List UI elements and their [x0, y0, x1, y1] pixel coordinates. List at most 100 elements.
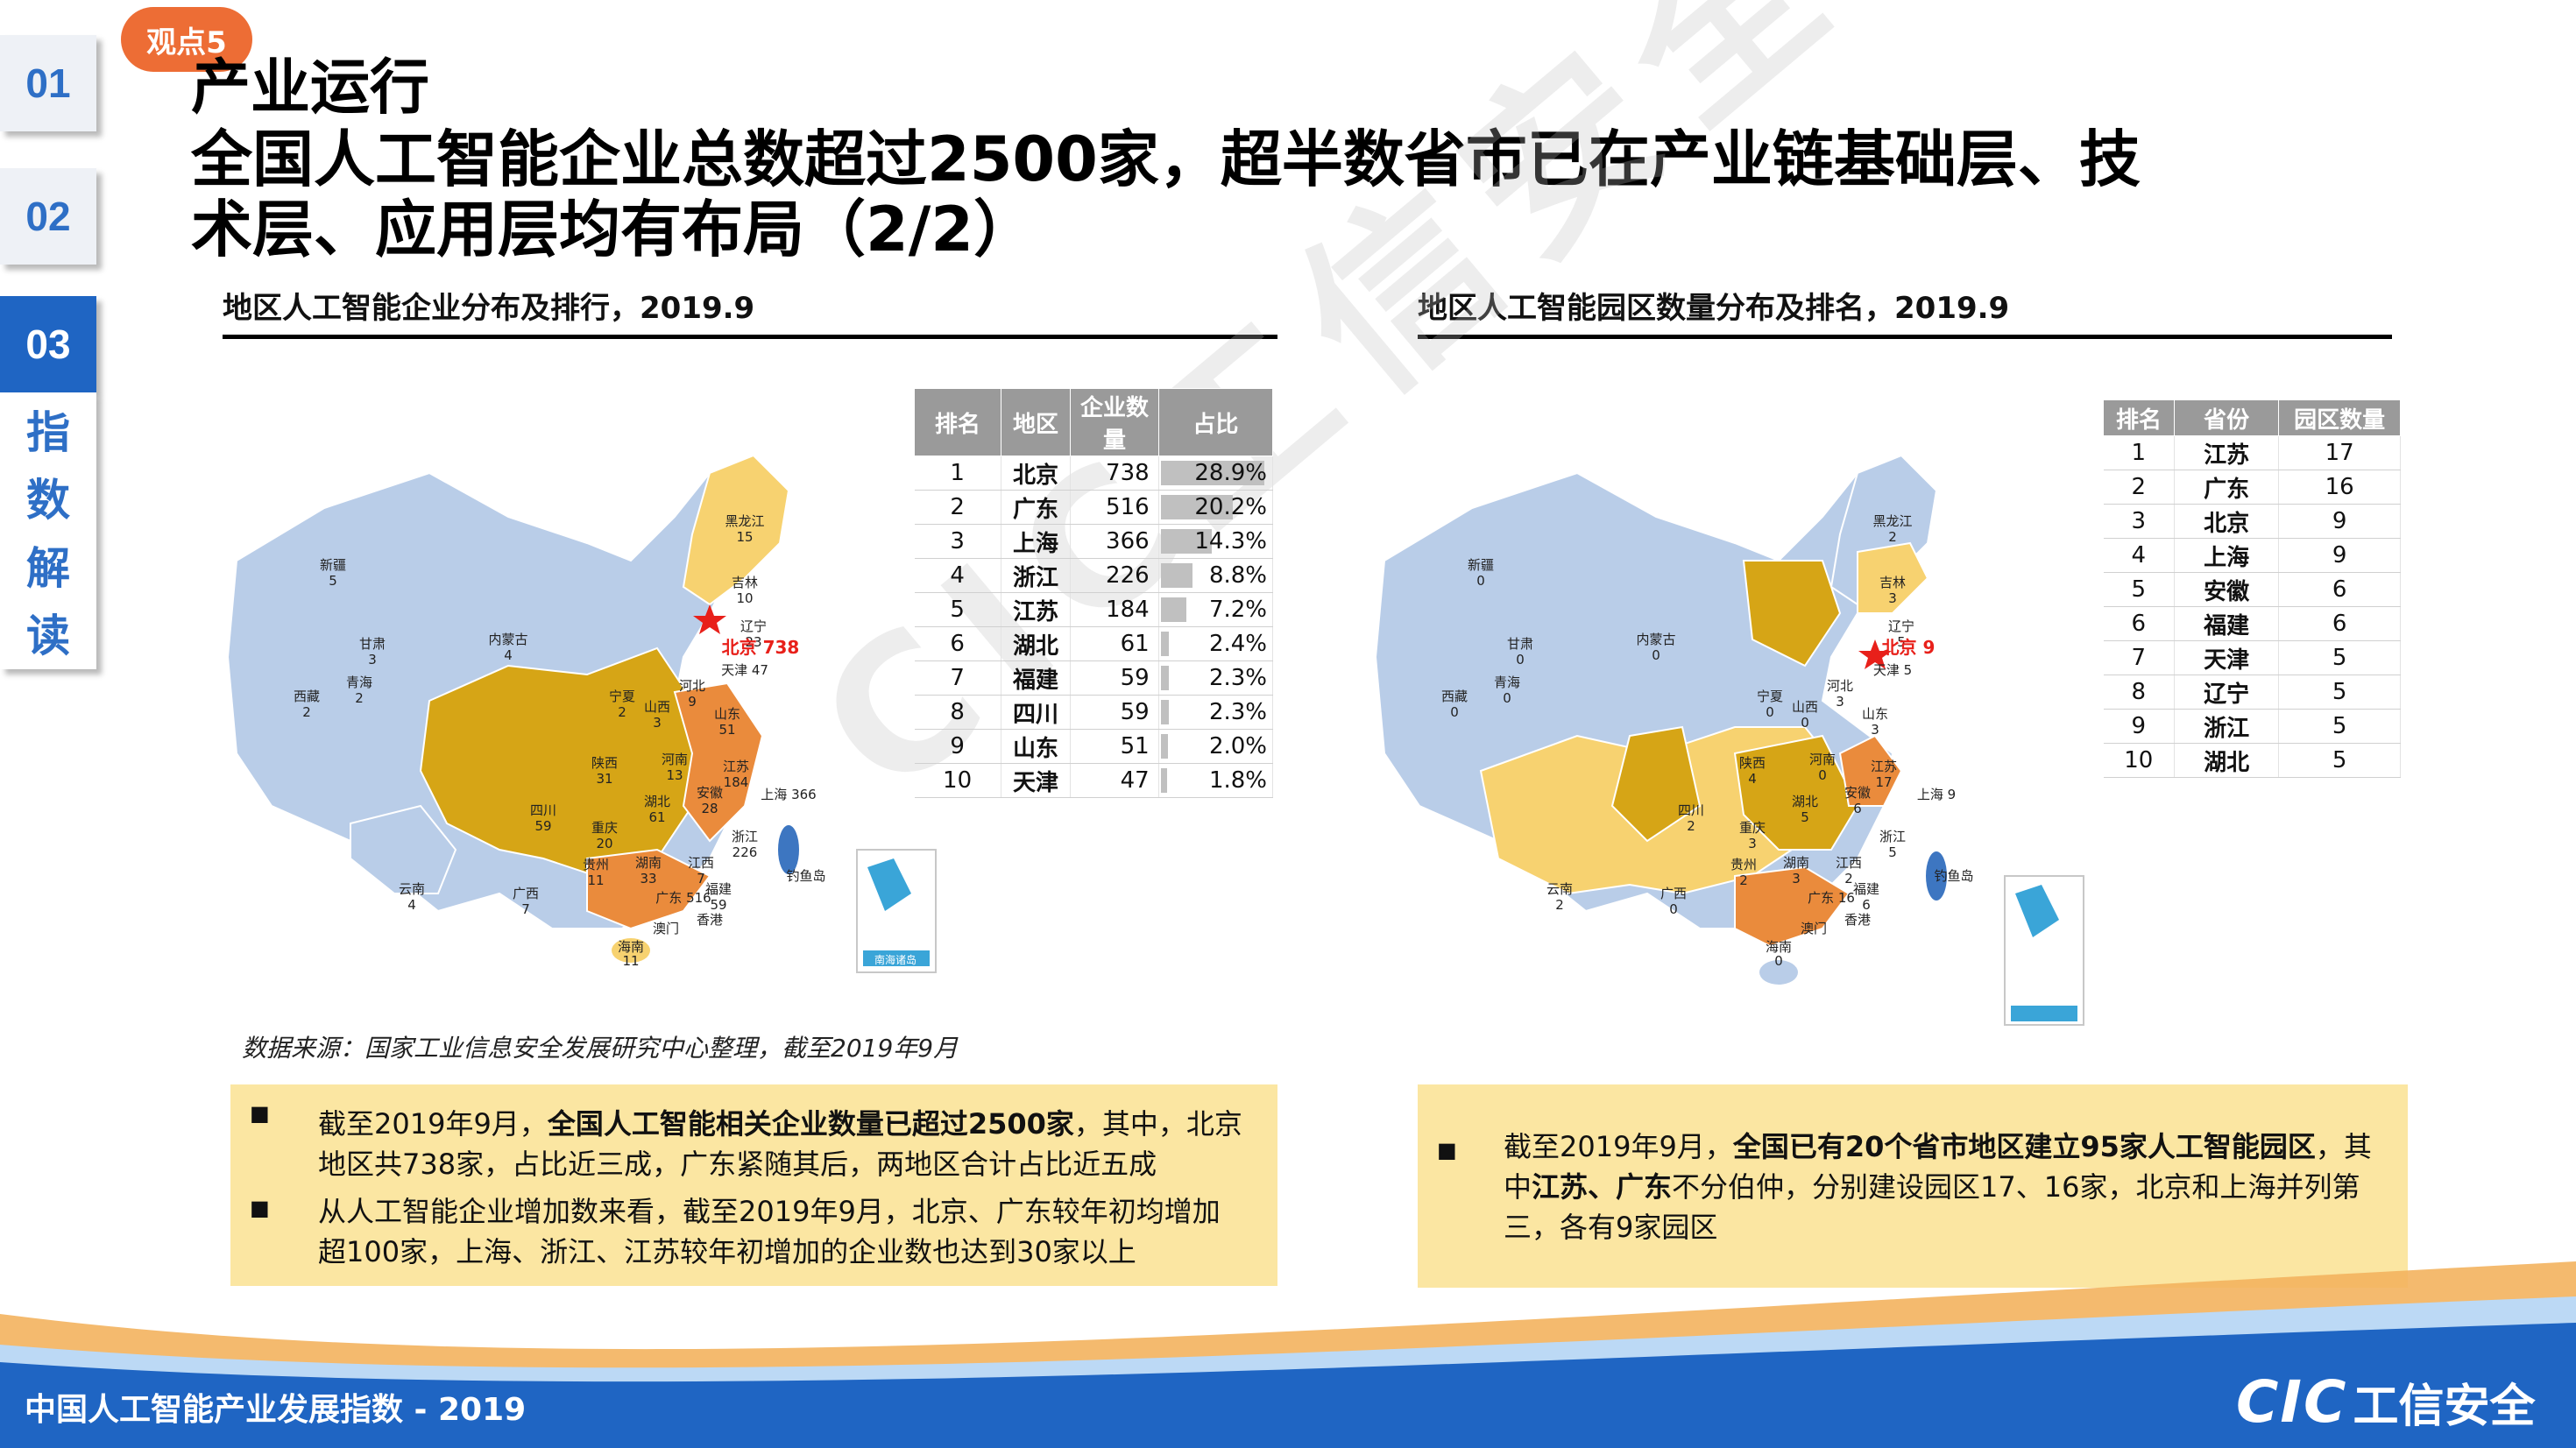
region-cell: 北京 — [1001, 456, 1072, 491]
map-label: 内蒙古 — [488, 632, 527, 647]
table-row: 2 广东 516 20.2% — [914, 490, 1274, 525]
map-label: 5 — [1888, 844, 1897, 860]
map-label: 0 — [1669, 901, 1678, 917]
right-summary-box: ■ 截至2019年9月，全国已有20个省市地区建立95家人工智能园区，其 中江苏… — [1418, 1084, 2408, 1288]
count-cell: 738 — [1070, 456, 1159, 491]
map-label: 20 — [596, 836, 612, 851]
nav-sub-label: 指 数 解 读 — [0, 392, 96, 669]
map-label: 山西 — [1792, 699, 1818, 715]
map-label: 江西 — [1836, 855, 1862, 871]
rank-cell: 5 — [914, 592, 1001, 627]
map-label: 新疆 — [320, 557, 346, 573]
map-label: 9 — [688, 694, 697, 710]
map-label: 浙江 — [732, 829, 758, 844]
count-cell: 16 — [2278, 470, 2401, 505]
nav-tab-01[interactable]: 01 — [0, 35, 96, 131]
map-label: 辽宁 — [1888, 618, 1914, 634]
map-label: 17 — [1875, 774, 1892, 790]
map-label: 山西 — [644, 699, 670, 715]
map-label: 2 — [1844, 871, 1853, 886]
map-label: 天津 47 — [721, 662, 768, 678]
map-label: 重庆 — [591, 820, 618, 836]
rank-cell: 7 — [2103, 640, 2176, 675]
table-header: 排名 — [914, 388, 1001, 456]
region-cell: 福建 — [1001, 660, 1072, 696]
share-bar — [1160, 597, 1187, 622]
table-row: 4 上海 9 — [2103, 538, 2401, 573]
map-label: 广东 516 — [655, 890, 711, 906]
nav-tab-02[interactable]: 02 — [0, 168, 96, 265]
share-cell: 7.2% — [1158, 592, 1274, 627]
map-label: 0 — [1774, 953, 1783, 969]
left-bullet-2: 从人工智能企业增加数来看，截至2019年9月，北京、广东较年初均增加 超100家… — [318, 1195, 1221, 1268]
region-cell: 江苏 — [2174, 435, 2280, 470]
map-label: 2 — [1555, 897, 1564, 913]
rank-cell: 2 — [914, 490, 1001, 525]
map-label: 甘肃 — [1507, 636, 1533, 652]
map-label: 江苏 — [723, 759, 749, 774]
table-header: 排名 — [2102, 399, 2176, 436]
map-label: 湖南 — [1783, 855, 1809, 871]
map-label: 黑龙江 — [725, 513, 764, 529]
map-label: 澳门 — [1801, 921, 1827, 936]
map-label: 6 — [1853, 801, 1862, 816]
region-cell: 浙江 — [2174, 709, 2280, 744]
map-label: 重庆 — [1739, 820, 1766, 836]
share-cell: 2.3% — [1158, 695, 1274, 730]
map-label: 61 — [648, 809, 665, 825]
viewpoint-badge: 观点5 — [121, 7, 252, 72]
count-cell: 47 — [1070, 763, 1159, 798]
table-row: 3 北京 9 — [2103, 504, 2401, 539]
right-section-title: 地区人工智能园区数量分布及排名，2019.9 — [1418, 291, 2010, 326]
nav-sub-char: 解 — [26, 542, 70, 594]
map-label: 辽宁 — [740, 618, 767, 634]
map-label: 2 — [1888, 529, 1897, 545]
share-bar — [1160, 529, 1213, 554]
map-label: 5 — [1801, 809, 1809, 825]
table-header: 占比 — [1157, 388, 1274, 456]
map-label: 香港 — [1844, 912, 1871, 928]
count-cell: 516 — [1070, 490, 1159, 525]
region-cell: 北京 — [2174, 504, 2280, 539]
map-label: 宁夏 — [1757, 689, 1783, 704]
share-cell: 20.2% — [1158, 490, 1274, 525]
table-row: 5 安徽 6 — [2103, 572, 2401, 607]
map-label: 西藏 — [1441, 689, 1468, 704]
share-cell: 2.3% — [1158, 660, 1274, 696]
nav-tab-03[interactable]: 03 — [0, 296, 96, 392]
map-label: 3 — [1888, 590, 1897, 606]
table-row: 1 北京 738 28.9% — [914, 456, 1274, 491]
map-label: 7 — [697, 871, 705, 886]
map-label: 江西 — [688, 855, 714, 871]
map-label: 河南 — [662, 752, 688, 767]
region-cell: 上海 — [1001, 524, 1072, 559]
share-bar — [1160, 563, 1192, 588]
map-label: 2 — [1739, 872, 1748, 888]
map-label: 陕西 — [591, 755, 618, 771]
map-label: 2 — [618, 704, 626, 720]
map-label: 山东 — [1862, 706, 1888, 722]
table-row: 8 四川 59 2.3% — [914, 695, 1274, 730]
map-label: 河北 — [679, 678, 705, 694]
left-section-title: 地区人工智能企业分布及排行，2019.9 — [223, 291, 755, 326]
share-text: 2.0% — [1208, 733, 1267, 759]
map-label: 安徽 — [697, 785, 723, 801]
map-label: 59 — [534, 818, 551, 834]
table-row: 10 天津 47 1.8% — [914, 763, 1274, 798]
map-label: 2 — [302, 704, 311, 720]
map-label: 广西 — [513, 886, 539, 901]
map-label: 184 — [724, 774, 749, 790]
count-cell: 51 — [1070, 729, 1159, 764]
map-label: 黑龙江 — [1872, 513, 1912, 529]
rank-cell: 7 — [914, 660, 1001, 696]
map-label: 5 — [1897, 634, 1906, 650]
count-cell: 5 — [2278, 675, 2401, 710]
share-text: 2.3% — [1208, 699, 1267, 725]
footer-title: 中国人工智能产业发展指数 - 2019 — [25, 1392, 527, 1428]
rank-cell: 6 — [914, 626, 1001, 661]
share-text: 2.3% — [1208, 665, 1267, 691]
map-label: 31 — [596, 771, 612, 787]
rank-cell: 5 — [2103, 572, 2176, 607]
map-label: 51 — [718, 722, 735, 738]
